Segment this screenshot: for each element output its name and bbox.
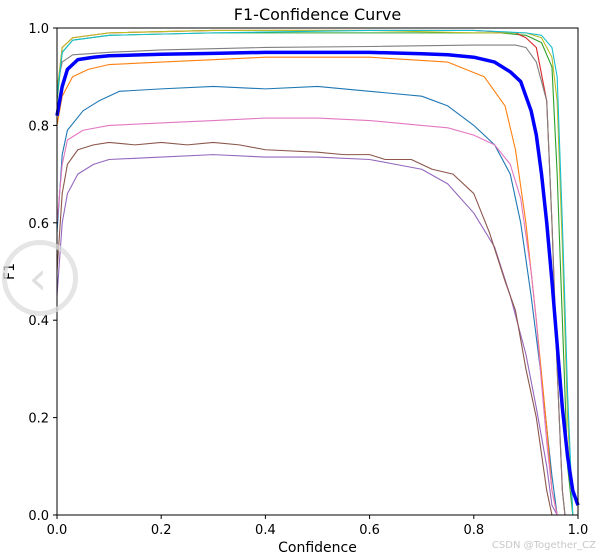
x-tick-label: 0.2 — [151, 523, 172, 538]
y-tick-label: 0.6 — [28, 217, 49, 232]
x-tick-label: 0.4 — [255, 523, 276, 538]
watermark: CSDN @Together_CZ — [491, 540, 596, 551]
axis-ticks: 0.0 0.2 0.4 0.6 0.8 1.0 0.0 0.2 0.4 0.6 0.8 1.0 — [28, 22, 588, 538]
x-tick-label: 0.6 — [359, 523, 380, 538]
y-tick-label: 0.2 — [28, 412, 49, 427]
back-nav-button[interactable]: ‹ — [2, 240, 78, 316]
y-tick-label: 1.0 — [28, 22, 49, 37]
series-line-class-7 — [56, 117, 558, 516]
y-tick-label: 0.8 — [28, 119, 49, 134]
x-tick-label: 0.8 — [463, 523, 484, 538]
series-line-class-10 — [56, 29, 574, 516]
series-line-class-8 — [56, 44, 566, 516]
series-line-class-2 — [56, 56, 558, 516]
x-axis-label: Confidence — [278, 540, 357, 556]
x-tick-label: 1.0 — [568, 523, 589, 538]
chevron-left-icon: ‹ — [28, 251, 48, 305]
series-line-class-9 — [56, 29, 574, 516]
series-line-class-4 — [56, 29, 566, 516]
series-line-all-classes — [55, 50, 580, 506]
chart-title: F1-Confidence Curve — [234, 5, 401, 24]
series-line-class-1 — [56, 85, 558, 516]
y-tick-label: 0.0 — [28, 509, 49, 524]
x-tick-label: 0.0 — [47, 523, 68, 538]
series-line-class-3 — [56, 32, 574, 516]
y-tick-label: 0.4 — [28, 314, 49, 329]
series-lines — [55, 29, 580, 516]
series-line-class-5 — [56, 154, 558, 516]
series-line-class-6 — [56, 141, 553, 516]
plot-frame — [56, 27, 579, 516]
